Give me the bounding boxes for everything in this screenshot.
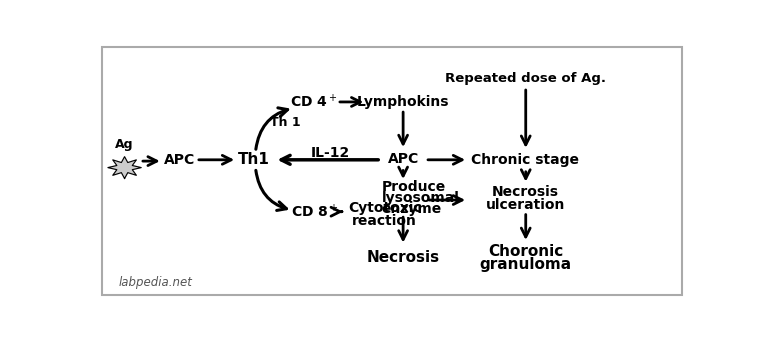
Text: Necrosis: Necrosis (366, 250, 440, 265)
Text: enzyme: enzyme (382, 202, 442, 216)
Text: reaction: reaction (353, 214, 417, 228)
Text: CD 8$^+$: CD 8$^+$ (291, 203, 338, 220)
Text: Necrosis: Necrosis (492, 185, 559, 199)
Text: Th 1: Th 1 (270, 116, 300, 129)
Text: Choronic: Choronic (488, 244, 564, 259)
Polygon shape (108, 157, 141, 179)
FancyBboxPatch shape (102, 47, 682, 295)
Text: granuloma: granuloma (480, 257, 572, 272)
Text: lysosomal: lysosomal (382, 191, 459, 205)
Text: APC: APC (164, 153, 195, 167)
Text: CD 4$^+$: CD 4$^+$ (290, 93, 337, 111)
Text: labpedia.net: labpedia.net (118, 276, 193, 289)
Text: Lymphokins: Lymphokins (357, 95, 449, 109)
Text: ulceration: ulceration (486, 198, 565, 212)
Text: Th1: Th1 (238, 152, 270, 167)
Text: Repeated dose of Ag.: Repeated dose of Ag. (445, 71, 606, 85)
Text: Produce: Produce (382, 180, 446, 194)
Text: Chronic stage: Chronic stage (471, 153, 578, 167)
Text: Cytotoxic: Cytotoxic (348, 201, 422, 215)
Text: IL-12: IL-12 (310, 146, 349, 159)
Text: Ag: Ag (115, 138, 134, 151)
Text: APC: APC (388, 152, 419, 166)
